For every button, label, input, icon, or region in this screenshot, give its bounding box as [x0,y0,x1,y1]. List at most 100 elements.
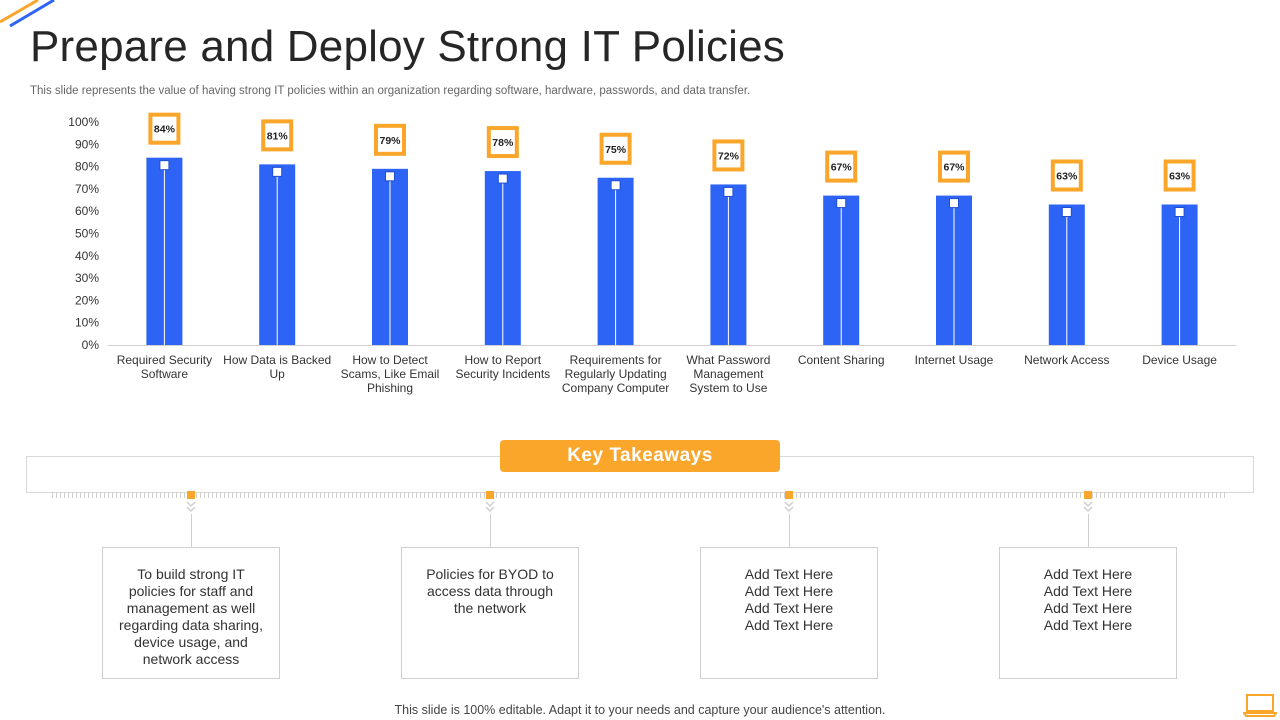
page-subtitle: This slide represents the value of havin… [30,85,751,97]
y-tick-label: 60% [75,204,99,218]
y-tick-label: 30% [75,271,99,285]
takeaway-text: Add Text Here [1043,583,1133,599]
takeaways-heading: Key Takeaways [500,440,780,472]
y-tick-label: 50% [75,227,99,241]
takeaway-card: To build strong IT policies for staff and… [102,547,280,679]
bar-marker [497,173,508,184]
category-label: Up [270,367,286,381]
connector-line [1088,514,1089,547]
timeline-ticks [52,492,1228,498]
category-label: How to Report [464,353,541,367]
category-label: Security Incidents [455,367,550,381]
takeaway-text: network access [142,651,240,667]
data-label: 75% [605,144,627,156]
data-label: 81% [267,130,289,142]
takeaway-text: regarding data sharing, [119,617,263,633]
bar-marker [272,166,283,177]
category-label: How Data is Backed [223,353,331,367]
bar-marker [1174,207,1185,218]
y-tick-label: 40% [75,249,99,263]
category-label: Regularly Updating [565,367,667,381]
bar-marker [159,160,170,171]
category-label: How to Detect [352,353,428,367]
category-label: Scams, Like Email [341,367,440,381]
takeaway-text: Add Text Here [744,617,834,633]
takeaway-card: Policies for BYOD to access data through t… [401,547,579,679]
bar-marker [949,198,959,209]
takeaway-text: the network [453,600,527,616]
takeaway-text: management as well [126,600,256,616]
data-label-box [938,150,970,183]
data-label-box [374,123,406,156]
timeline-marker [1084,491,1092,499]
takeaway-text: policies for staff and [128,583,254,599]
takeaway-card: Add Text Here Add Text Here Add Text Here A… [700,547,878,679]
takeaway-text: access data through [426,583,554,599]
y-tick-label: 100% [68,115,99,129]
data-label: 72% [718,150,740,162]
takeaway-card: Add Text Here Add Text Here Add Text Here A… [999,547,1177,679]
category-label: What Password [686,353,770,367]
takeaway-text: Add Text Here [744,600,834,616]
takeaway-text: Add Text Here [744,583,834,599]
page-title: Prepare and Deploy Strong IT Policies [30,22,785,71]
connector-line [191,514,192,547]
y-tick-label: 20% [75,293,99,307]
takeaway-text: Add Text Here [1043,566,1133,582]
category-label: Software [141,367,189,381]
data-label: 63% [1056,171,1078,183]
connector-line [490,514,491,547]
data-label-box [148,112,181,145]
data-label-box [825,150,858,183]
category-label: Internet Usage [915,353,994,367]
takeaway-text: device usage, and [134,634,248,650]
data-label-box [1163,159,1196,192]
y-tick-label: 10% [75,316,99,330]
corner-decoration [0,0,55,28]
data-label-box [1050,159,1083,192]
data-label-box [261,119,294,152]
bar-chart: 0% 10% 20% 30% 40% 50% 60% 70% 80% 90% 100% 84% Requ… [68,112,1236,395]
category-label: Required Security [117,353,212,367]
takeaway-text: Add Text Here [744,566,834,582]
bar-marker [836,198,847,209]
takeaway-text: Policies for BYOD to [426,566,554,582]
y-tick-label: 80% [75,160,99,174]
data-label: 67% [943,162,965,174]
footer-note: This slide is 100% editable. Adapt it to… [394,703,886,717]
timeline-marker [187,491,195,499]
y-tick-label: 70% [75,182,99,196]
chevron-down-icon [485,501,495,513]
data-label: 78% [492,137,514,149]
bar-marker [385,171,395,182]
bar-marker [723,186,734,197]
category-label: Management [693,367,764,381]
takeaway-text: Add Text Here [1043,617,1133,633]
takeaway-text: To build strong IT [137,566,245,582]
chevron-down-icon [784,501,794,513]
category-label: Content Sharing [798,353,885,367]
data-label: 67% [831,162,853,174]
data-label-box [599,132,632,165]
chevron-down-icon [186,501,196,513]
category-label: Company Computer [562,381,669,395]
bar-marker [1061,207,1072,218]
timeline-marker [785,491,793,499]
timeline-marker [486,491,494,499]
data-label-box [486,126,519,159]
category-label: Device Usage [1142,353,1217,367]
connector-line [789,514,790,547]
data-label-box [712,139,745,172]
y-tick-label: 0% [82,338,100,352]
data-label: 79% [379,135,401,147]
chevron-down-icon [1083,501,1093,513]
y-tick-label: 90% [75,137,99,151]
category-label: Network Access [1024,353,1109,367]
data-label: 63% [1169,171,1191,183]
data-label: 84% [154,124,176,136]
category-label: System to Use [689,381,767,395]
bar-marker [610,180,621,191]
laptop-icon [1243,694,1277,717]
takeaway-text: Add Text Here [1043,600,1133,616]
category-label: Phishing [367,381,413,395]
